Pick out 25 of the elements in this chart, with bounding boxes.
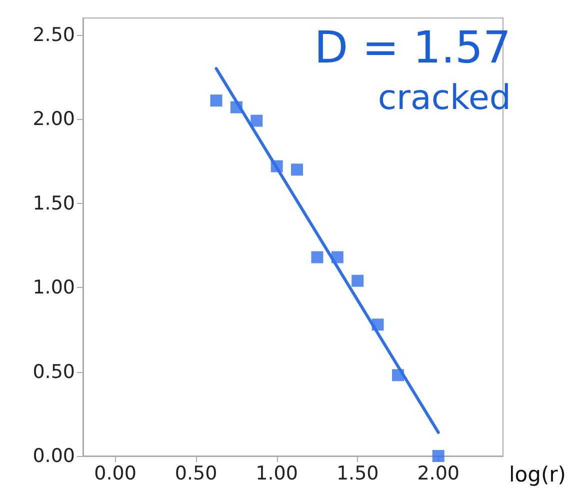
point [372, 318, 384, 331]
point [230, 101, 242, 114]
x-tick-label: 2.00 [417, 462, 460, 484]
annotation: cracked [378, 78, 511, 118]
x-tick-label: 0.00 [94, 462, 136, 484]
x-tick-label: 1.00 [256, 462, 298, 484]
x-tick-label: 0.50 [174, 462, 218, 484]
point [352, 274, 364, 287]
point [432, 450, 444, 462]
y-tick-label: 2.50 [32, 24, 75, 46]
point [250, 114, 263, 127]
y-tick-label: 0.00 [32, 445, 75, 467]
y-tick-label: 1.00 [32, 276, 75, 299]
point [392, 369, 404, 382]
point [291, 164, 304, 176]
x-tick-label: 1.50 [336, 462, 379, 484]
y-tick-label: 0.50 [32, 360, 75, 383]
y-tick-label: 1.50 [32, 192, 75, 214]
annotation: D = 1.57 [314, 22, 511, 74]
point [270, 160, 283, 172]
x-axis-title: log(r) [508, 462, 566, 486]
y-tick-label: 2.00 [32, 108, 75, 130]
point [210, 94, 222, 107]
point [311, 251, 324, 264]
point [331, 251, 344, 264]
